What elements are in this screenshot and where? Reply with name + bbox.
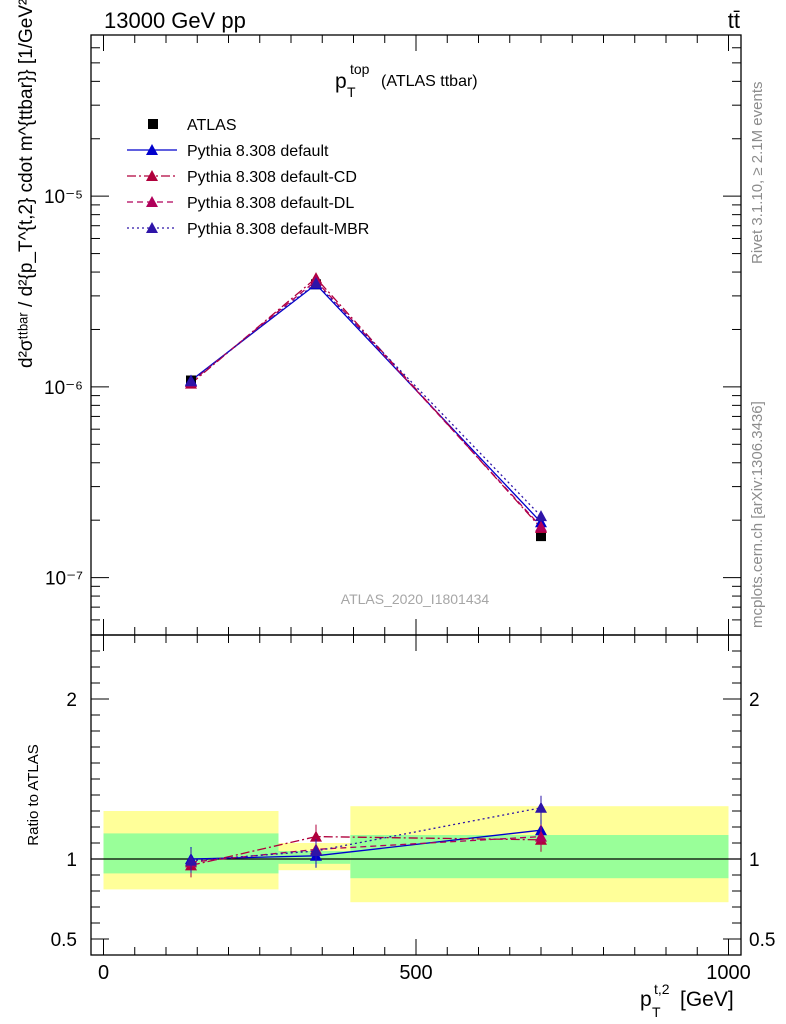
x-tick-label: 1000	[706, 962, 751, 984]
x-label-sup: t,2	[654, 981, 670, 997]
y-tick-label-ratio-right: 0.5	[749, 930, 775, 951]
mcplots-label: mcplots.cern.ch [arXiv:1306.3436]	[749, 401, 766, 628]
legend-label-default: Pythia 8.308 default	[187, 143, 329, 160]
ratio-marker-mbr	[185, 854, 197, 866]
x-label-sub: T	[652, 1004, 661, 1020]
analysis-watermark: ATLAS_2020_I1801434	[341, 591, 490, 607]
ratio-marker-dl	[535, 830, 547, 842]
ratio-line-cd	[190, 835, 542, 867]
legend-atlas-marker	[148, 119, 158, 129]
y-tick-label-ratio-right: 2	[749, 690, 760, 711]
y-tick-label-ratio: 2	[66, 690, 77, 711]
y-axis-label-ratio: Ratio to ATLAS	[25, 744, 42, 845]
series-line-dl	[190, 279, 542, 528]
legend-marker-cd	[146, 170, 158, 181]
legend-marker-dl	[146, 196, 158, 207]
legend-label-mbr: Pythia 8.308 default-MBR	[187, 221, 369, 238]
x-label-base: p	[640, 988, 652, 1011]
x-axis-label: p t,2 T [GeV]	[640, 981, 734, 1020]
series-line-mbr	[190, 282, 542, 517]
legend: ATLAS Pythia 8.308 default Pythia 8.308 de…	[127, 117, 369, 238]
header-final-state: tt̄	[728, 8, 740, 33]
main-title-sub: T	[347, 84, 356, 100]
main-title-base: p	[335, 70, 347, 93]
ratio-plot-marks	[91, 795, 741, 878]
main-title: p top T (ATLAS ttbar)	[335, 61, 478, 100]
y-tick-label-main: 10⁻⁷	[45, 569, 83, 590]
y-tick-label-main: 10⁻⁶	[44, 378, 83, 399]
rivet-label: Rivet 3.1.10, ≥ 2.1M events	[749, 82, 766, 265]
ratio-marker-cd	[310, 830, 322, 842]
ratio-bands	[103, 806, 729, 903]
x-label-unit: [GeV]	[680, 988, 734, 1011]
y-axis-label-main: d²σᵗᵗᵇᵃʳ / d²{p_T^{t,2} cdot m^{ttbar}} …	[16, 0, 37, 368]
axes: 10⁻⁷ 10⁻⁶ 10⁻⁵ 0 500 1000 0.5 0.5 1 1 2 2	[44, 35, 775, 984]
series-marker-mbr	[185, 375, 197, 387]
series-marker-mbr	[535, 510, 547, 522]
legend-atlas-label: ATLAS	[187, 117, 237, 134]
ratio-marker-mbr	[535, 801, 547, 813]
legend-label-cd: Pythia 8.308 default-CD	[187, 169, 357, 186]
series-line-cd	[190, 277, 542, 529]
ratio-marker-mbr	[310, 845, 322, 856]
series-line-default	[190, 283, 542, 523]
ratio-panel-frame	[90, 634, 742, 956]
y-tick-label-ratio-right: 1	[749, 850, 760, 871]
main-plot-marks	[185, 272, 547, 542]
y-tick-label-ratio: 1	[66, 850, 77, 871]
main-title-suffix: (ATLAS ttbar)	[381, 73, 478, 90]
atlas-point	[536, 531, 546, 542]
series-marker-mbr	[310, 277, 322, 289]
legend-marker-default	[146, 144, 158, 155]
series-marker-dl	[535, 520, 547, 532]
y-tick-label-main: 10⁻⁵	[44, 187, 83, 208]
x-tick-label: 0	[98, 962, 109, 984]
main-title-sup: top	[350, 61, 370, 77]
legend-marker-mbr	[146, 222, 158, 233]
x-tick-label: 500	[399, 962, 432, 984]
y-tick-label-ratio: 0.5	[51, 930, 77, 951]
header-process: 13000 GeV pp	[104, 8, 246, 33]
legend-label-dl: Pythia 8.308 default-DL	[187, 195, 354, 212]
